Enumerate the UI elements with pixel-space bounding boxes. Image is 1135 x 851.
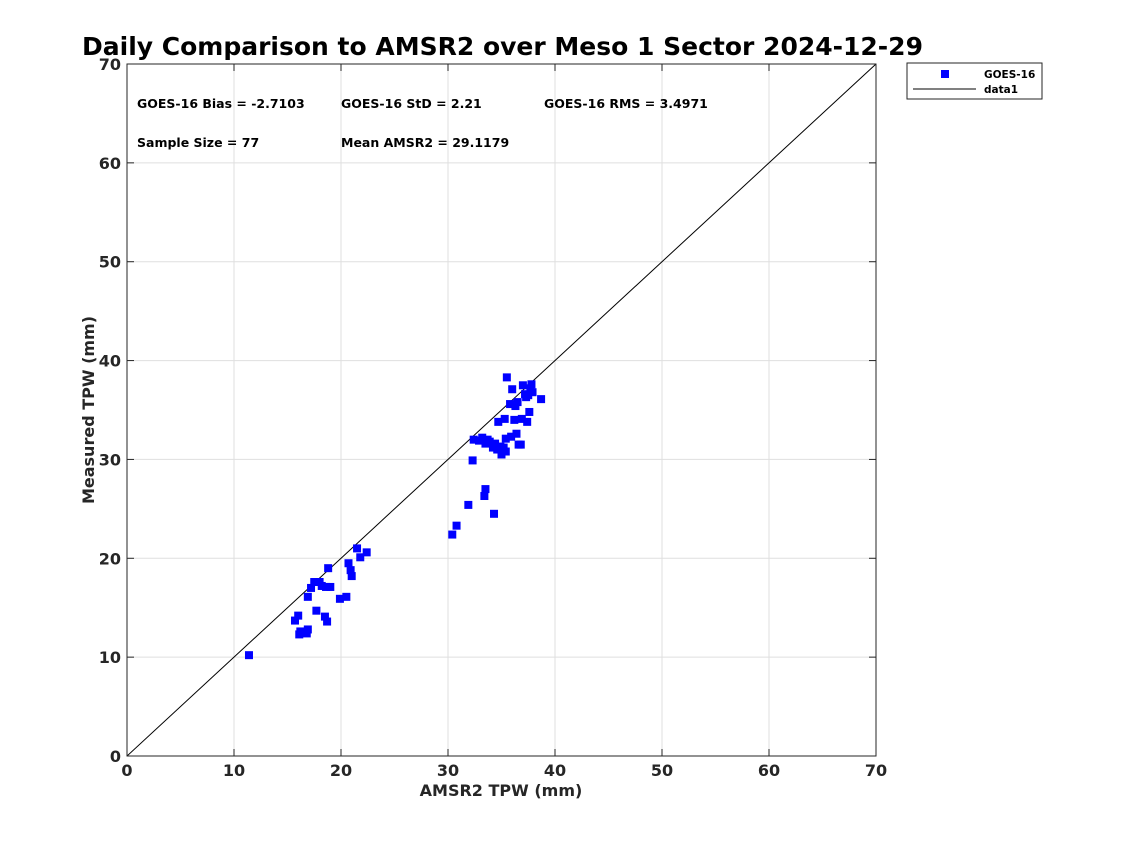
data-point <box>497 450 506 459</box>
chart-title: Daily Comparison to AMSR2 over Meso 1 Se… <box>82 32 923 61</box>
y-tick-label: 50 <box>99 253 121 272</box>
data-point <box>312 606 321 615</box>
y-axis-ticks: 0 10 20 30 40 50 60 70 <box>99 55 876 766</box>
x-tick-label: 20 <box>330 761 352 780</box>
data-point <box>478 433 487 442</box>
data-point <box>468 456 477 465</box>
y-axis-label: Measured TPW (mm) <box>79 316 98 504</box>
data-point <box>527 380 536 389</box>
data-point <box>324 564 333 573</box>
data-point <box>347 572 356 581</box>
y-tick-label: 70 <box>99 55 121 74</box>
stat-bias: GOES-16 Bias = -2.7103 <box>137 96 305 111</box>
y-tick-label: 0 <box>110 747 121 766</box>
reference-line-data1 <box>126 63 877 757</box>
x-axis-ticks: 0 10 20 30 40 50 60 70 <box>121 64 887 780</box>
data-point <box>524 391 533 400</box>
data-point <box>494 417 503 426</box>
reference-line-group <box>126 63 877 757</box>
x-tick-label: 60 <box>758 761 780 780</box>
data-point <box>518 381 527 390</box>
y-tick-label: 20 <box>99 549 121 568</box>
x-axis-label: AMSR2 TPW (mm) <box>420 781 583 800</box>
data-point <box>485 437 494 446</box>
data-point <box>491 439 500 448</box>
data-point <box>510 415 519 424</box>
data-point <box>356 553 365 562</box>
x-tick-label: 50 <box>651 761 673 780</box>
data-point <box>320 612 329 621</box>
data-point <box>481 485 490 494</box>
data-point <box>335 594 344 603</box>
plot-frame <box>126 63 877 757</box>
data-point <box>244 651 253 660</box>
data-point <box>508 385 517 394</box>
stat-std: GOES-16 StD = 2.21 <box>341 96 482 111</box>
data-point <box>506 400 515 409</box>
data-point <box>326 582 335 591</box>
data-point <box>294 611 303 620</box>
x-tick-label: 70 <box>865 761 887 780</box>
data-point <box>528 388 537 397</box>
data-point <box>296 627 305 636</box>
stat-rms: GOES-16 RMS = 3.4971 <box>544 96 708 111</box>
data-point <box>517 414 526 423</box>
stat-sample-size: Sample Size = 77 <box>137 135 259 150</box>
data-point <box>353 544 362 553</box>
data-point <box>500 414 509 423</box>
data-point <box>516 440 525 449</box>
data-point <box>317 581 326 590</box>
data-point <box>490 509 499 518</box>
data-point <box>464 500 473 509</box>
y-tick-label: 10 <box>99 648 121 667</box>
data-point <box>303 625 312 634</box>
data-point <box>448 530 457 539</box>
legend-marker-goes16 <box>941 70 949 78</box>
stat-mean-amsr2: Mean AMSR2 = 29.1179 <box>341 135 509 150</box>
data-point <box>523 417 532 426</box>
data-point <box>362 548 371 557</box>
data-point <box>507 432 516 441</box>
data-points <box>244 373 546 660</box>
data-point <box>303 592 312 601</box>
x-tick-label: 10 <box>223 761 245 780</box>
legend: GOES-16 data1 <box>906 62 1043 100</box>
stats-annotations: GOES-16 Bias = -2.7103 GOES-16 StD = 2.2… <box>137 96 708 150</box>
legend-label-goes16: GOES-16 <box>984 69 1035 81</box>
data-point <box>501 434 510 443</box>
data-point <box>513 398 522 407</box>
y-tick-label: 60 <box>99 154 121 173</box>
legend-label-data1: data1 <box>984 84 1018 96</box>
y-tick-label: 30 <box>99 450 121 469</box>
data-point <box>525 407 534 416</box>
y-tick-label: 40 <box>99 352 121 371</box>
data-point <box>480 492 489 501</box>
data-point <box>342 592 351 601</box>
data-point <box>469 435 478 444</box>
x-tick-label: 30 <box>437 761 459 780</box>
data-point <box>502 373 511 382</box>
data-point <box>452 521 461 530</box>
data-point <box>307 583 316 592</box>
data-point <box>501 447 510 456</box>
data-point <box>346 566 355 575</box>
data-point <box>344 559 353 568</box>
data-point <box>290 616 299 625</box>
data-point <box>323 617 332 626</box>
data-point <box>322 582 331 591</box>
data-point <box>537 395 546 404</box>
data-point <box>512 429 521 438</box>
legend-box <box>906 62 1043 100</box>
data-point <box>310 578 319 587</box>
x-tick-label: 0 <box>121 761 132 780</box>
x-tick-label: 40 <box>544 761 566 780</box>
